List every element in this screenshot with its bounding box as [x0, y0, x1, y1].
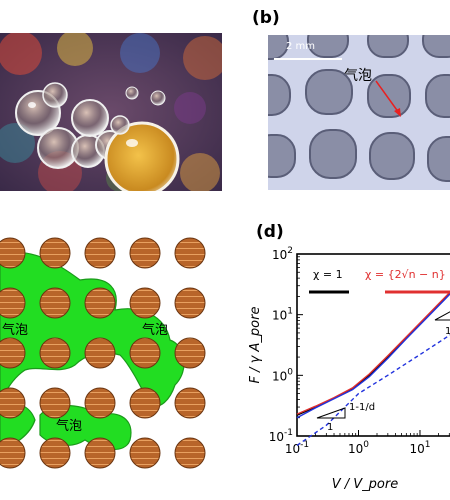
slope-triangle-low: [316, 407, 346, 419]
slope-label-low-run: 1: [327, 422, 333, 433]
scale-bar-label: 2 mm: [286, 41, 316, 52]
panel-b-label: (b): [252, 8, 280, 28]
x-axis-label: V / V_pore: [332, 477, 398, 492]
panel-b-microscope: 2 mm 气泡: [268, 35, 450, 190]
slope-label-low: 1-1/d: [349, 402, 375, 413]
y-tick-label: 101: [272, 307, 293, 323]
bubble-label-c2: 气泡: [142, 323, 169, 338]
y-tick-label: 10-1: [269, 428, 293, 444]
y-tick-label: 100: [272, 367, 293, 383]
series-line-2: [296, 292, 450, 419]
x-tick-label: 100: [348, 440, 369, 456]
slope-label-high: 1: [445, 326, 450, 337]
bubble-label-b: 气泡: [344, 68, 372, 84]
y-axis-label: F / γ A_pore: [248, 307, 263, 384]
bubble-label-c3: 气泡: [56, 419, 83, 434]
legend-label-0: χ = 1: [313, 268, 343, 281]
panel-d-label: (d): [256, 222, 284, 242]
slope-triangle-high: [434, 311, 450, 321]
x-tick-label: 101: [409, 440, 430, 456]
x-tick-label: 10-1: [285, 440, 309, 456]
series-line-1: [296, 291, 450, 415]
y-tick-label: 102: [272, 246, 293, 262]
series-line-3: [296, 334, 450, 446]
panel-a-photo: [0, 33, 222, 191]
panel-d-chart: 10-1 100 101 10-1 100 101 102 χ = 1 χ = {2√n −…: [248, 246, 450, 492]
panel-c-schematic: 气泡 气泡 气泡: [0, 235, 215, 500]
legend-label-1: χ = {2√n − n}: [365, 268, 446, 281]
bubble-label-c1: 气泡: [2, 323, 29, 338]
